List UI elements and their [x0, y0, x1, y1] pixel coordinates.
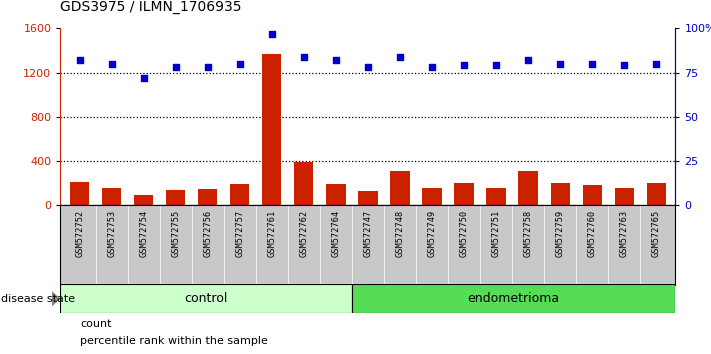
Point: [523, 57, 534, 63]
Point: [427, 64, 438, 70]
Text: GSM572764: GSM572764: [331, 209, 341, 257]
Text: control: control: [184, 292, 228, 305]
Point: [459, 63, 470, 68]
Bar: [614, 188, 634, 205]
Text: GSM572759: GSM572759: [555, 209, 565, 257]
Bar: [326, 184, 346, 205]
Point: [619, 63, 630, 68]
Text: GDS3975 / ILMN_1706935: GDS3975 / ILMN_1706935: [60, 0, 242, 14]
Text: GSM572763: GSM572763: [620, 209, 629, 257]
Bar: [294, 162, 314, 205]
Bar: [486, 188, 506, 205]
Point: [74, 57, 85, 63]
Text: GSM572751: GSM572751: [491, 209, 501, 257]
Point: [266, 31, 277, 36]
Bar: [550, 183, 570, 205]
Text: GSM572748: GSM572748: [395, 209, 405, 257]
Bar: [352, 284, 675, 313]
Text: endometrioma: endometrioma: [468, 292, 560, 305]
Bar: [70, 182, 90, 205]
Bar: [262, 54, 282, 205]
Text: GSM572749: GSM572749: [427, 209, 437, 257]
Bar: [230, 184, 250, 205]
Text: GSM572754: GSM572754: [139, 209, 148, 257]
Point: [555, 61, 566, 67]
Text: disease state: disease state: [1, 294, 75, 304]
Text: GSM572750: GSM572750: [459, 209, 469, 257]
Bar: [358, 191, 378, 205]
Point: [106, 61, 117, 67]
Text: GSM572757: GSM572757: [235, 209, 245, 257]
Text: GSM572753: GSM572753: [107, 209, 116, 257]
Text: GSM572762: GSM572762: [299, 209, 309, 257]
Point: [395, 54, 406, 59]
Text: GSM572747: GSM572747: [363, 209, 373, 257]
Point: [651, 61, 662, 67]
Point: [138, 75, 149, 81]
Point: [587, 61, 598, 67]
Bar: [390, 171, 410, 205]
Point: [491, 63, 502, 68]
Text: GSM572756: GSM572756: [203, 209, 213, 257]
Bar: [102, 188, 122, 205]
Point: [170, 64, 181, 70]
Bar: [518, 171, 538, 205]
Point: [202, 64, 213, 70]
Bar: [646, 183, 665, 205]
Text: percentile rank within the sample: percentile rank within the sample: [80, 336, 268, 346]
Bar: [166, 190, 186, 205]
Point: [298, 54, 309, 59]
Text: GSM572765: GSM572765: [652, 209, 661, 257]
Point: [362, 64, 373, 70]
Text: count: count: [80, 319, 112, 329]
Bar: [198, 189, 218, 205]
Text: GSM572752: GSM572752: [75, 209, 84, 257]
Point: [330, 57, 341, 63]
Point: [234, 61, 245, 67]
Bar: [60, 284, 352, 313]
Bar: [134, 195, 154, 205]
Bar: [582, 185, 602, 205]
Polygon shape: [52, 291, 60, 307]
Bar: [422, 188, 442, 205]
Bar: [454, 183, 474, 205]
Text: GSM572761: GSM572761: [267, 209, 277, 257]
Text: GSM572758: GSM572758: [523, 209, 533, 257]
Text: GSM572760: GSM572760: [588, 209, 597, 257]
Text: GSM572755: GSM572755: [171, 209, 181, 257]
